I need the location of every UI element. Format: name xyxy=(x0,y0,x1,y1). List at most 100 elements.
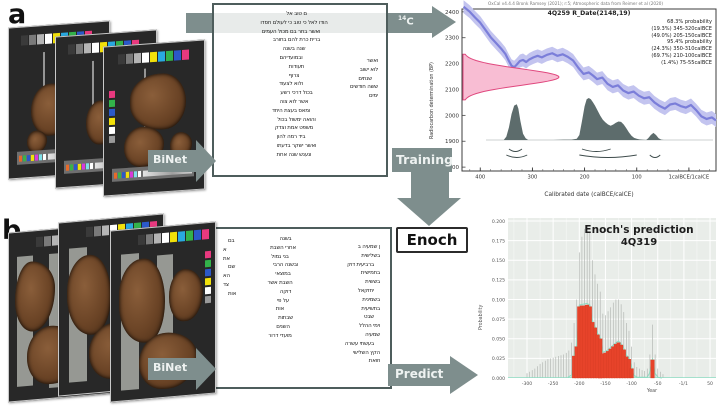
color-square xyxy=(114,172,117,179)
hand-line: והואה ימשול בכול xyxy=(277,116,316,123)
range-bracket-68 xyxy=(581,148,611,152)
pred-ytick-label: 0.125 xyxy=(492,278,505,284)
color-square xyxy=(76,43,83,55)
color-square xyxy=(158,51,165,62)
range-bracket-95 xyxy=(649,154,661,158)
arrow-band xyxy=(148,150,196,172)
annotation-line: (24.3%) 350-310calBCE xyxy=(651,46,712,53)
pred-ytick-label: 0.025 xyxy=(492,356,505,362)
color-square xyxy=(205,286,211,295)
hand-line: השבת אשר xyxy=(267,280,293,286)
color-square xyxy=(130,170,133,178)
annotation-line: (1.4%) 75-55calBCE xyxy=(661,59,712,66)
color-square xyxy=(134,52,141,64)
color-square xyxy=(182,49,189,61)
color-square xyxy=(29,34,36,46)
annotation-line: (49.0%) 205-150calBCE xyxy=(651,32,712,39)
hand-line: ואשר xyxy=(366,58,379,64)
hand-line: הודו לאל כי טוב כי לעולם חסדו xyxy=(260,19,328,26)
hand-line: על פי xyxy=(277,297,289,304)
color-square xyxy=(202,228,209,240)
color-square xyxy=(37,34,44,45)
oxcal-ytick-label: 2200 xyxy=(445,62,459,68)
arrow-shaft xyxy=(411,172,449,198)
color-square xyxy=(205,295,211,304)
color-square xyxy=(109,126,115,135)
color-calibration-strip xyxy=(118,49,189,65)
color-square xyxy=(35,153,38,161)
color-square xyxy=(82,162,85,170)
color-square xyxy=(154,233,161,244)
color-square xyxy=(86,226,93,238)
color-square xyxy=(19,155,22,162)
c14-superscript: 14 xyxy=(398,15,407,22)
hand-line: אשר לוא צוה xyxy=(279,99,309,105)
color-square xyxy=(36,236,43,248)
hand-line: ם טוב אל xyxy=(286,11,307,17)
hand-line: צרוף xyxy=(288,72,300,79)
oxcal-ytick-label: 1900 xyxy=(445,139,459,145)
c14-base: C xyxy=(406,16,414,28)
hand-text-column: ן שמעיה ב בשלישית ברביעית דוק בחמישית בששית י… xyxy=(318,243,380,366)
hand-line: שנה בשנה xyxy=(282,46,306,53)
oxcal-plot: 1800 1900 2000 2100 2200 2300 2400 400 300 200 100… xyxy=(445,0,717,181)
hand-line: בשמינית xyxy=(362,296,380,303)
color-square xyxy=(122,171,125,178)
hand-line: במוצאי xyxy=(275,271,291,278)
color-square xyxy=(134,170,137,177)
hand-line: בשנה xyxy=(279,236,292,242)
prediction-title-line2: 4Q319 xyxy=(620,237,658,248)
hand-line: צד xyxy=(223,282,229,288)
oxcal-xtick-label: 300 xyxy=(527,175,537,181)
color-square xyxy=(84,43,91,54)
vertical-color-strip xyxy=(205,250,211,304)
hand-line: מועדי דרור xyxy=(268,332,292,339)
color-square xyxy=(166,50,173,62)
pred-ytick-label: 0.000 xyxy=(492,376,505,382)
hand-text-column: בשנה אחרי השבת בני גמול ובשנה הרבי במוצאי השב… xyxy=(245,235,321,341)
color-square xyxy=(21,35,28,46)
scroll-photo-a3 xyxy=(103,39,205,197)
hand-line: ובשנה הרבי xyxy=(272,262,299,269)
prediction-bar xyxy=(650,359,655,379)
oxcal-title: 4Q259 R_Date(2148,19) xyxy=(547,10,631,17)
prediction-yaxis-label: Probability xyxy=(479,304,484,330)
hand-line: ונענש שנה אחת xyxy=(276,151,312,158)
oxcal-chart: 1800 1900 2000 2100 2200 2300 2400 400 300 200 100… xyxy=(430,0,720,207)
color-square xyxy=(44,235,51,247)
hand-line: ברית כרת להם בחורב xyxy=(272,37,321,44)
color-square xyxy=(205,268,211,277)
hand-line: ששה חודשים xyxy=(349,84,378,91)
color-square xyxy=(109,99,115,108)
prediction-chart: 0.000 0.025 0.050 0.075 0.100 0.125 0.150 0.175… xyxy=(478,212,720,407)
color-square xyxy=(138,170,141,177)
hand-line: אות xyxy=(275,306,285,313)
color-square xyxy=(68,44,75,55)
hand-line: ולוא לצעוד xyxy=(279,81,303,88)
binarized-text-box-b: בם א את שם הא צד אות בשנה אחרי השבת בני גמול ובשנ… xyxy=(213,227,392,389)
hand-line: וימי ההלל xyxy=(358,323,380,330)
hand-line: שמעיה xyxy=(365,332,380,338)
oxcal-xaxis-label: Calibrated date (calBCE/calCE) xyxy=(544,192,634,198)
mini-color-strip xyxy=(19,153,46,162)
panel-a-label: a xyxy=(8,0,27,30)
hand-line: בם xyxy=(228,238,235,244)
binarized-text-box-a: ם טוב אל הודו לאל כי טוב כי לעולם חסדו ואש… xyxy=(212,3,388,177)
hand-line: בתשיעית xyxy=(361,305,380,312)
color-calibration-strip xyxy=(138,228,209,246)
oxcal-ytick-label: 2000 xyxy=(445,113,459,119)
arrow-band xyxy=(148,358,196,380)
color-square xyxy=(66,164,69,171)
predict-arrow-label: Predict xyxy=(395,367,444,381)
range-bracket-95 xyxy=(506,154,528,158)
color-square xyxy=(109,90,115,99)
pred-xtick-label: -150 xyxy=(600,381,611,387)
annotation-line: (19.3%) 345-320calBCE xyxy=(651,25,712,32)
pred-ytick-label: 0.175 xyxy=(492,238,505,244)
hand-line: ביד רמה להון xyxy=(276,134,306,141)
hand-line: ומאס בעצת היחד xyxy=(271,107,311,114)
color-square xyxy=(186,230,193,241)
hand-line: משפט אמת וצדק xyxy=(274,125,314,132)
color-square xyxy=(205,250,211,259)
arrow-head xyxy=(397,198,461,226)
